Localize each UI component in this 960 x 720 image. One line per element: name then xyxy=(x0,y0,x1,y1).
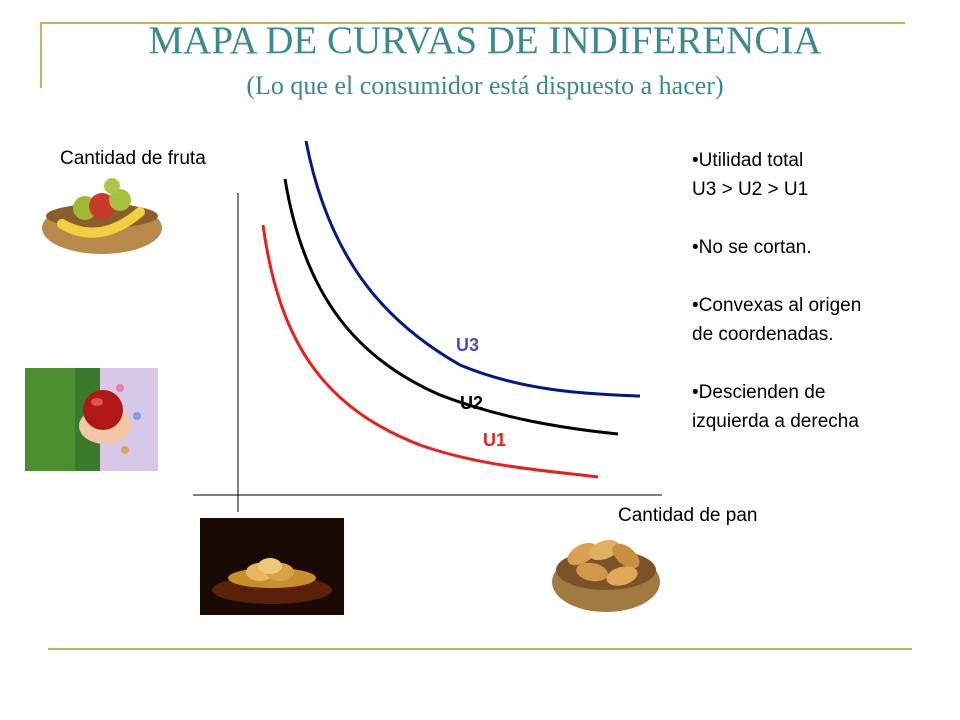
page-title: MAPA DE CURVAS DE INDIFERENCIA xyxy=(148,19,822,62)
curve-u3 xyxy=(304,140,641,398)
curve-u2 xyxy=(283,178,619,436)
note-line: izquierda a derecha xyxy=(692,411,859,432)
top-rule xyxy=(40,22,905,24)
note-item: •Convexas al origen de coordenadas. xyxy=(692,291,942,349)
page-subtitle: (Lo que el consumidor está dispuesto a h… xyxy=(246,71,724,100)
bread-basket-dark-image xyxy=(200,518,344,615)
note-line: •No se cortan. xyxy=(692,237,812,258)
curve-label-u3: U3 xyxy=(456,335,479,355)
curve-u1 xyxy=(261,224,599,479)
bottom-rule xyxy=(48,648,912,650)
hand-with-apple-image xyxy=(25,368,158,471)
note-line: de coordenadas. xyxy=(692,324,834,345)
note-line: •Utilidad total xyxy=(692,150,804,171)
curve-label-u2: U2 xyxy=(460,393,483,413)
note-line: •Descienden de xyxy=(692,382,826,403)
x-axis-label: Cantidad de pan xyxy=(618,505,758,526)
left-rule xyxy=(40,22,42,88)
note-item: •Descienden de izquierda a derecha xyxy=(692,378,942,436)
fruit-basket-image xyxy=(42,178,162,254)
curve-label-u1: U1 xyxy=(483,430,506,450)
y-axis-label: Cantidad de fruta xyxy=(60,148,206,169)
note-item: •No se cortan. xyxy=(692,233,942,262)
note-line: •Convexas al origen xyxy=(692,295,862,316)
notes-list: •Utilidad total U3 > U2 > U1 •No se corta… xyxy=(692,146,942,465)
bread-basket-image xyxy=(552,539,660,612)
note-line: U3 > U2 > U1 xyxy=(692,179,809,200)
note-item: •Utilidad total U3 > U2 > U1 xyxy=(692,146,942,204)
